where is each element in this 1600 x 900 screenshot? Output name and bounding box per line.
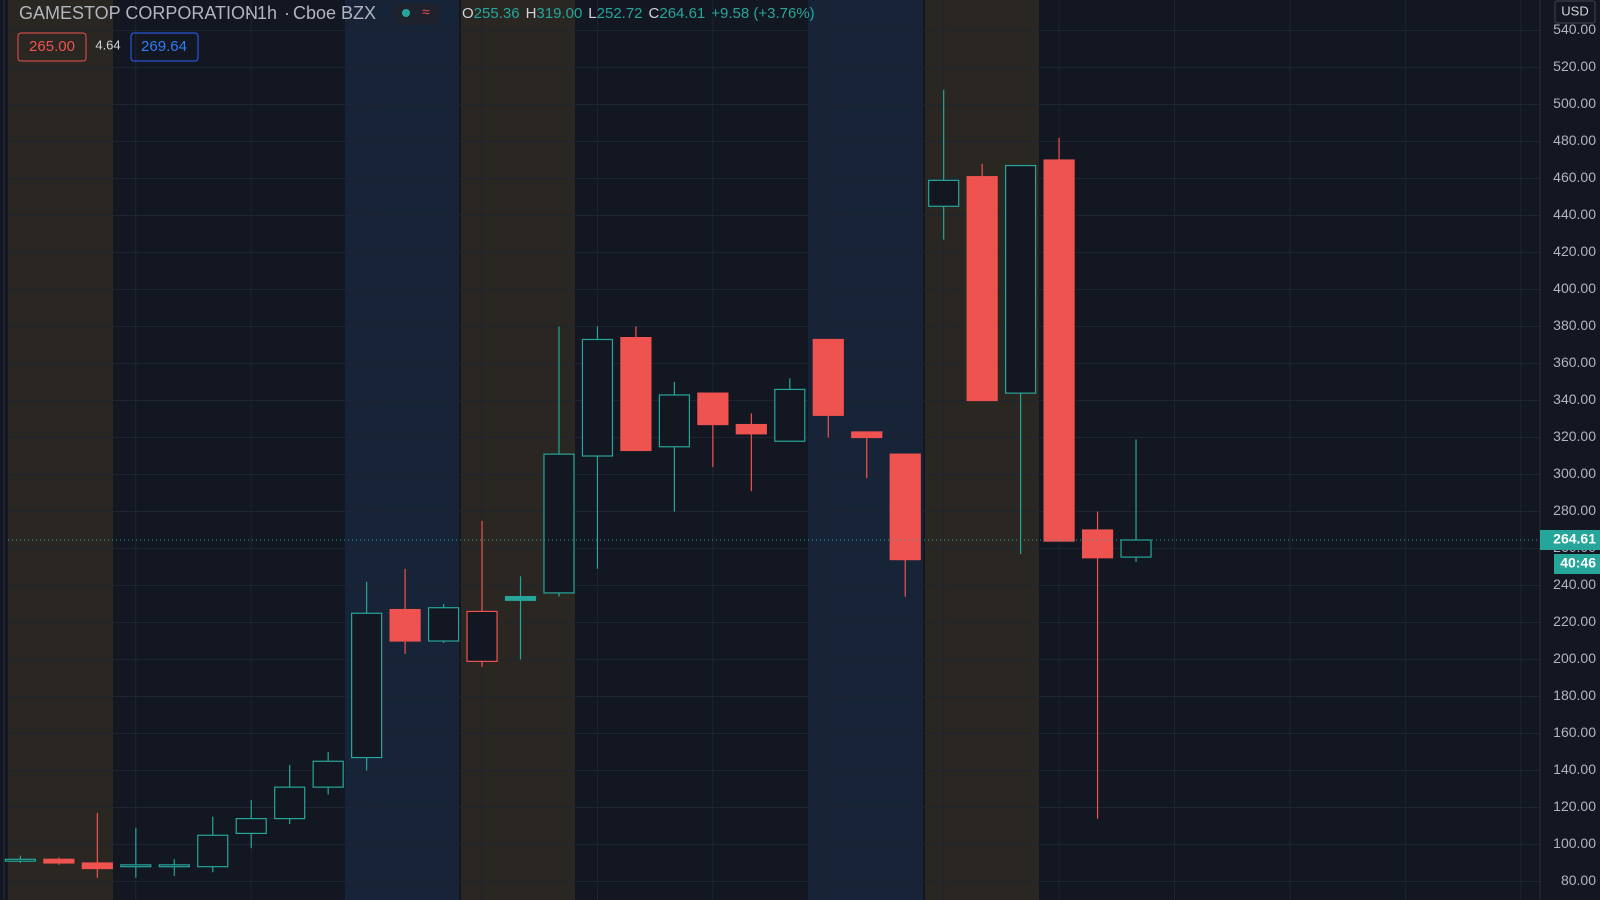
candle-body — [351, 612, 383, 759]
y-tick-label: 120.00 — [1553, 798, 1596, 814]
countdown: 40:46 — [1560, 555, 1596, 571]
y-tick-label: 440.00 — [1553, 206, 1596, 222]
y-tick-label: 380.00 — [1553, 317, 1596, 333]
status-pill[interactable] — [393, 3, 441, 25]
y-tick-label: 280.00 — [1553, 502, 1596, 518]
candle-body — [735, 423, 767, 435]
candle-body — [4, 858, 37, 862]
candle-body — [658, 394, 690, 448]
buy-button[interactable] — [130, 32, 199, 62]
interval[interactable]: 1h — [257, 3, 277, 23]
ohlc-value: 252.72 — [597, 5, 643, 22]
candle-body — [620, 337, 652, 452]
session-band — [461, 0, 575, 900]
currency[interactable]: USD — [1561, 3, 1588, 18]
ohlc-header: O255.36 H319.00 L252.72 C264.61 +9.58 (+3.76… — [462, 5, 815, 22]
status-icon: ≈ — [422, 4, 430, 20]
y-tick-label: 200.00 — [1553, 650, 1596, 666]
y-tick-label: 220.00 — [1553, 613, 1596, 629]
ohlc-key: O — [462, 5, 474, 22]
candle-body — [389, 608, 421, 642]
spread: 4.64 — [95, 37, 120, 52]
price-axis-labels: 80.00 100.00 120.00 140.00 160.00 180.00 200.0… — [1553, 21, 1596, 888]
y-tick-label: 320.00 — [1553, 428, 1596, 444]
ohlc-key: L — [588, 5, 596, 22]
y-tick-label: 500.00 — [1553, 95, 1596, 111]
separator: · — [246, 3, 252, 23]
price-axis — [1540, 0, 1600, 900]
candle-body — [1005, 164, 1037, 394]
candle-body — [312, 760, 344, 788]
session-band — [808, 0, 923, 900]
candle-body — [774, 388, 806, 442]
exchange: Cboe BZX — [293, 3, 376, 23]
countdown-tag — [1554, 553, 1600, 574]
candle-body — [197, 834, 229, 868]
y-tick-label: 540.00 — [1553, 21, 1596, 37]
y-tick-label: 480.00 — [1553, 132, 1596, 148]
y-tick-label: 180.00 — [1553, 687, 1596, 703]
sell-button[interactable] — [17, 32, 87, 62]
candle-body — [158, 864, 190, 868]
y-tick-label: 160.00 — [1553, 724, 1596, 740]
candle-body — [504, 596, 537, 601]
y-tick-label: 360.00 — [1553, 354, 1596, 370]
candles — [4, 89, 1152, 878]
buy-price[interactable]: 269.64 — [141, 38, 187, 55]
ohlc-key: C — [649, 5, 660, 22]
session-band — [8, 0, 113, 900]
candle-body — [120, 864, 152, 868]
symbol-title[interactable]: GAMESTOP CORPORATION — [19, 3, 258, 23]
candle-body — [427, 607, 460, 642]
candle-body — [812, 338, 844, 416]
y-tick-label: 400.00 — [1553, 280, 1596, 296]
y-tick-label: 460.00 — [1553, 169, 1596, 185]
session-band — [345, 0, 459, 900]
y-tick-label: 80.00 — [1561, 872, 1596, 888]
candle-body — [235, 818, 267, 835]
market-status-dot — [402, 9, 410, 17]
candle-body — [1081, 529, 1114, 559]
candle-body — [697, 392, 729, 426]
y-tick-label: 100.00 — [1553, 835, 1596, 851]
y-tick-label: 340.00 — [1553, 391, 1596, 407]
candle-body — [581, 338, 614, 457]
candle-body — [928, 179, 960, 207]
ohlc-value: 319.00 — [536, 5, 582, 22]
sell-price[interactable]: 265.00 — [29, 38, 75, 55]
ohlc-key: H — [526, 5, 537, 22]
currency-button[interactable] — [1554, 0, 1596, 24]
candle-body — [81, 862, 113, 870]
candle-body — [1120, 539, 1152, 558]
ohlc-value: 264.61 — [659, 5, 705, 22]
y-tick-label: 520.00 — [1553, 58, 1596, 74]
last-price-tag — [1540, 529, 1600, 550]
grid — [3, 0, 1540, 900]
ohlc-value: 255.36 — [474, 5, 520, 22]
candle-body — [851, 431, 883, 439]
candle-body — [966, 176, 998, 402]
candle-body — [543, 453, 575, 594]
separator: · — [284, 3, 290, 23]
session-band — [925, 0, 1039, 900]
last-price-label: 264.61 — [1553, 531, 1596, 547]
candle-body — [889, 453, 921, 561]
y-tick-label: 240.00 — [1553, 576, 1596, 592]
change: +9.58 (+3.76%) — [711, 5, 814, 22]
y-tick-label: 300.00 — [1553, 465, 1596, 481]
y-tick-label: 420.00 — [1553, 243, 1596, 259]
candle-body — [466, 610, 498, 662]
candle-body — [43, 858, 75, 864]
candle-body — [1043, 159, 1075, 542]
y-tick-label: 140.00 — [1553, 761, 1596, 777]
candle-body — [274, 786, 306, 820]
